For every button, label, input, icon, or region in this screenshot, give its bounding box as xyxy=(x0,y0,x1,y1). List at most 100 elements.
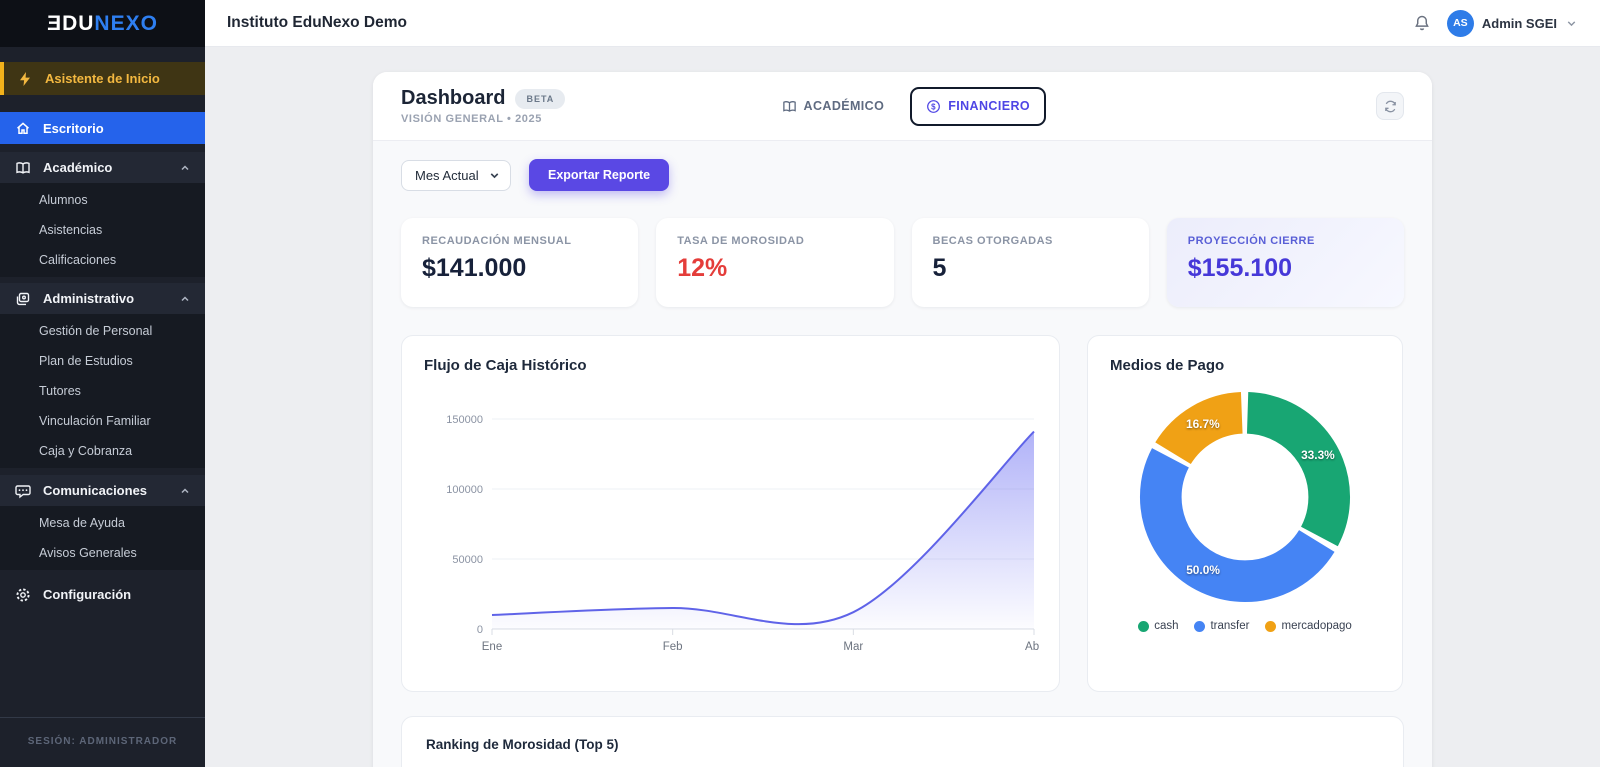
kpi-label: TASA DE MOROSIDAD xyxy=(677,235,805,247)
sidebar-item-vinculacion-familiar[interactable]: Vinculación Familiar xyxy=(39,414,151,428)
tab-academico[interactable]: ACADÉMICO xyxy=(770,89,897,124)
sidebar-item-asistencias[interactable]: Asistencias xyxy=(39,223,103,237)
sidebar-item-plan-de-estudios[interactable]: Plan de Estudios xyxy=(39,354,133,368)
x-axis-tick: Feb xyxy=(663,641,683,653)
sidebar-section-label: Administrativo xyxy=(43,291,135,306)
notifications-button[interactable] xyxy=(1413,14,1431,32)
sidebar-section-label: Académico xyxy=(43,160,113,175)
content-scroll[interactable]: Dashboard BETA VISIÓN GENERAL • 2025 ACA… xyxy=(205,47,1600,767)
sidebar-group-academico: Alumnos Asistencias Calificaciones xyxy=(0,183,205,277)
cashflow-chart: 150000 100000 50000 0 Ene Feb Mar Abr xyxy=(424,404,1043,661)
legend-label: cash xyxy=(1154,620,1179,632)
sidebar-item-escritorio[interactable]: Escritorio xyxy=(0,112,205,144)
sidebar-item-tutores[interactable]: Tutores xyxy=(39,384,81,398)
tab-financiero[interactable]: $ FINANCIERO xyxy=(910,86,1046,126)
logo-text-left: ƎDU xyxy=(47,11,95,35)
kpi-row: RECAUDACIÓN MENSUAL $141.000 TASA DE MOR… xyxy=(401,218,1404,307)
y-axis-tick: 150000 xyxy=(446,414,483,426)
sidebar-item-alumnos[interactable]: Alumnos xyxy=(39,193,88,207)
legend-dot xyxy=(1194,620,1206,632)
sidebar-item-label: Escritorio xyxy=(43,120,104,136)
avatar: AS xyxy=(1446,9,1474,37)
filter-row: Mes Actual Exportar Reporte xyxy=(401,159,1404,191)
tab-label: FINANCIERO xyxy=(948,99,1030,113)
kpi-value: $141.000 xyxy=(422,254,527,282)
kpi-card-becas: BECAS OTORGADAS 5 xyxy=(911,218,1149,307)
user-name: Admin SGEI xyxy=(1481,15,1557,31)
main-area: Instituto EduNexo Demo AS Admin SGEI Das… xyxy=(205,0,1600,767)
cashflow-chart-card: Flujo de Caja Histórico 150000 100000 5000… xyxy=(401,335,1060,692)
kpi-label: BECAS OTORGADAS xyxy=(932,235,1053,247)
sidebar-item-caja-y-cobranza[interactable]: Caja y Cobranza xyxy=(39,444,133,458)
x-axis-tick: Mar xyxy=(843,641,863,653)
legend-dot xyxy=(1265,620,1277,632)
cards-stack-icon xyxy=(14,290,31,307)
sidebar-group-administrativo: Gestión de Personal Plan de Estudios Tut… xyxy=(0,314,205,468)
cashflow-chart-title: Flujo de Caja Histórico xyxy=(424,357,587,374)
sidebar-section-academico[interactable]: Académico xyxy=(0,152,205,183)
sidebar-item-asistente-de-inicio[interactable]: Asistente de Inicio xyxy=(0,62,205,95)
chevron-up-icon xyxy=(179,485,191,497)
page-title: Dashboard xyxy=(401,87,506,109)
y-axis-tick: 50000 xyxy=(452,554,483,566)
y-axis-tick: 100000 xyxy=(446,484,483,496)
kpi-value: 12% xyxy=(677,254,728,282)
payments-donut-chart: 33.3% 50.0% 16.7% xyxy=(1110,388,1380,606)
user-menu[interactable]: AS Admin SGEI xyxy=(1446,9,1578,37)
gear-icon xyxy=(14,586,31,603)
donut-slice-transfer xyxy=(1139,391,1351,603)
sidebar-item-gestion-de-personal[interactable]: Gestión de Personal xyxy=(39,324,153,338)
kpi-card-morosidad: TASA DE MOROSIDAD 12% xyxy=(656,218,894,307)
y-axis-tick: 0 xyxy=(477,624,483,636)
kpi-label: PROYECCIÓN CIERRE xyxy=(1187,235,1315,247)
refresh-icon xyxy=(1383,99,1398,114)
x-axis-tick: Abr xyxy=(1025,641,1039,653)
dashboard-header: Dashboard BETA VISIÓN GENERAL • 2025 ACA… xyxy=(373,72,1432,141)
payments-chart-legend: cash transfer mercadopago xyxy=(1110,620,1380,632)
kpi-value: 5 xyxy=(932,254,947,282)
sidebar: ƎDU NEXO Asistente de Inicio Escritorio A… xyxy=(0,0,205,767)
page-subtitle: VISIÓN GENERAL • 2025 xyxy=(401,113,542,125)
chevron-up-icon xyxy=(179,162,191,174)
book-icon xyxy=(782,99,797,114)
dashboard-body: Mes Actual Exportar Reporte RECAUDACIÓN … xyxy=(373,141,1432,767)
legend-dot xyxy=(1138,620,1150,632)
x-axis-tick: Ene xyxy=(482,641,502,653)
sidebar-item-configuracion[interactable]: Configuración xyxy=(0,579,205,610)
dashboard-tabs: ACADÉMICO $ FINANCIERO xyxy=(770,86,1046,126)
session-label: SESIÓN: ADMINISTRADOR xyxy=(27,736,178,747)
payments-chart-title: Medios de Pago xyxy=(1110,357,1225,374)
kpi-value: $155.100 xyxy=(1187,254,1293,282)
sidebar-item-label: Asistente de Inicio xyxy=(45,71,160,86)
ranking-card: Ranking de Morosidad (Top 5) xyxy=(401,716,1404,767)
tab-label: ACADÉMICO xyxy=(803,99,885,113)
donut-slice-label: 16.7% xyxy=(1186,417,1220,431)
kpi-card-proyeccion: PROYECCIÓN CIERRE $155.100 xyxy=(1166,218,1404,307)
export-report-button[interactable]: Exportar Reporte xyxy=(529,159,670,191)
legend-label: transfer xyxy=(1210,620,1250,632)
donut-slice-cash xyxy=(1139,391,1351,603)
ranking-title: Ranking de Morosidad (Top 5) xyxy=(426,737,619,752)
sidebar-section-comunicaciones[interactable]: Comunicaciones xyxy=(0,475,205,506)
donut-slice-label: 33.3% xyxy=(1301,448,1335,462)
topbar: Instituto EduNexo Demo AS Admin SGEI xyxy=(205,0,1600,47)
book-open-icon xyxy=(14,159,31,176)
legend-item-mercadopago[interactable]: mercadopago xyxy=(1265,620,1352,632)
dollar-circle-icon: $ xyxy=(926,99,941,114)
donut-slice-label: 50.0% xyxy=(1186,563,1220,577)
beta-badge: BETA xyxy=(515,88,566,109)
refresh-button[interactable] xyxy=(1376,92,1404,120)
legend-item-transfer[interactable]: transfer xyxy=(1194,620,1249,632)
kpi-card-recaudacion: RECAUDACIÓN MENSUAL $141.000 xyxy=(401,218,639,307)
sidebar-item-avisos-generales[interactable]: Avisos Generales xyxy=(39,546,137,560)
legend-label: mercadopago xyxy=(1281,620,1352,632)
sidebar-section-label: Comunicaciones xyxy=(43,483,148,498)
sidebar-item-calificaciones[interactable]: Calificaciones xyxy=(39,253,117,267)
sidebar-section-administrativo[interactable]: Administrativo xyxy=(0,283,205,314)
period-select[interactable]: Mes Actual xyxy=(401,159,511,191)
sidebar-item-label: Configuración xyxy=(43,587,132,602)
sidebar-item-mesa-de-ayuda[interactable]: Mesa de Ayuda xyxy=(39,516,125,530)
legend-item-cash[interactable]: cash xyxy=(1138,620,1178,632)
dashboard-panel: Dashboard BETA VISIÓN GENERAL • 2025 ACA… xyxy=(373,72,1432,767)
payments-chart-card: Medios de Pago 33.3% 50.0% 16.7% cash trans… xyxy=(1087,335,1403,692)
